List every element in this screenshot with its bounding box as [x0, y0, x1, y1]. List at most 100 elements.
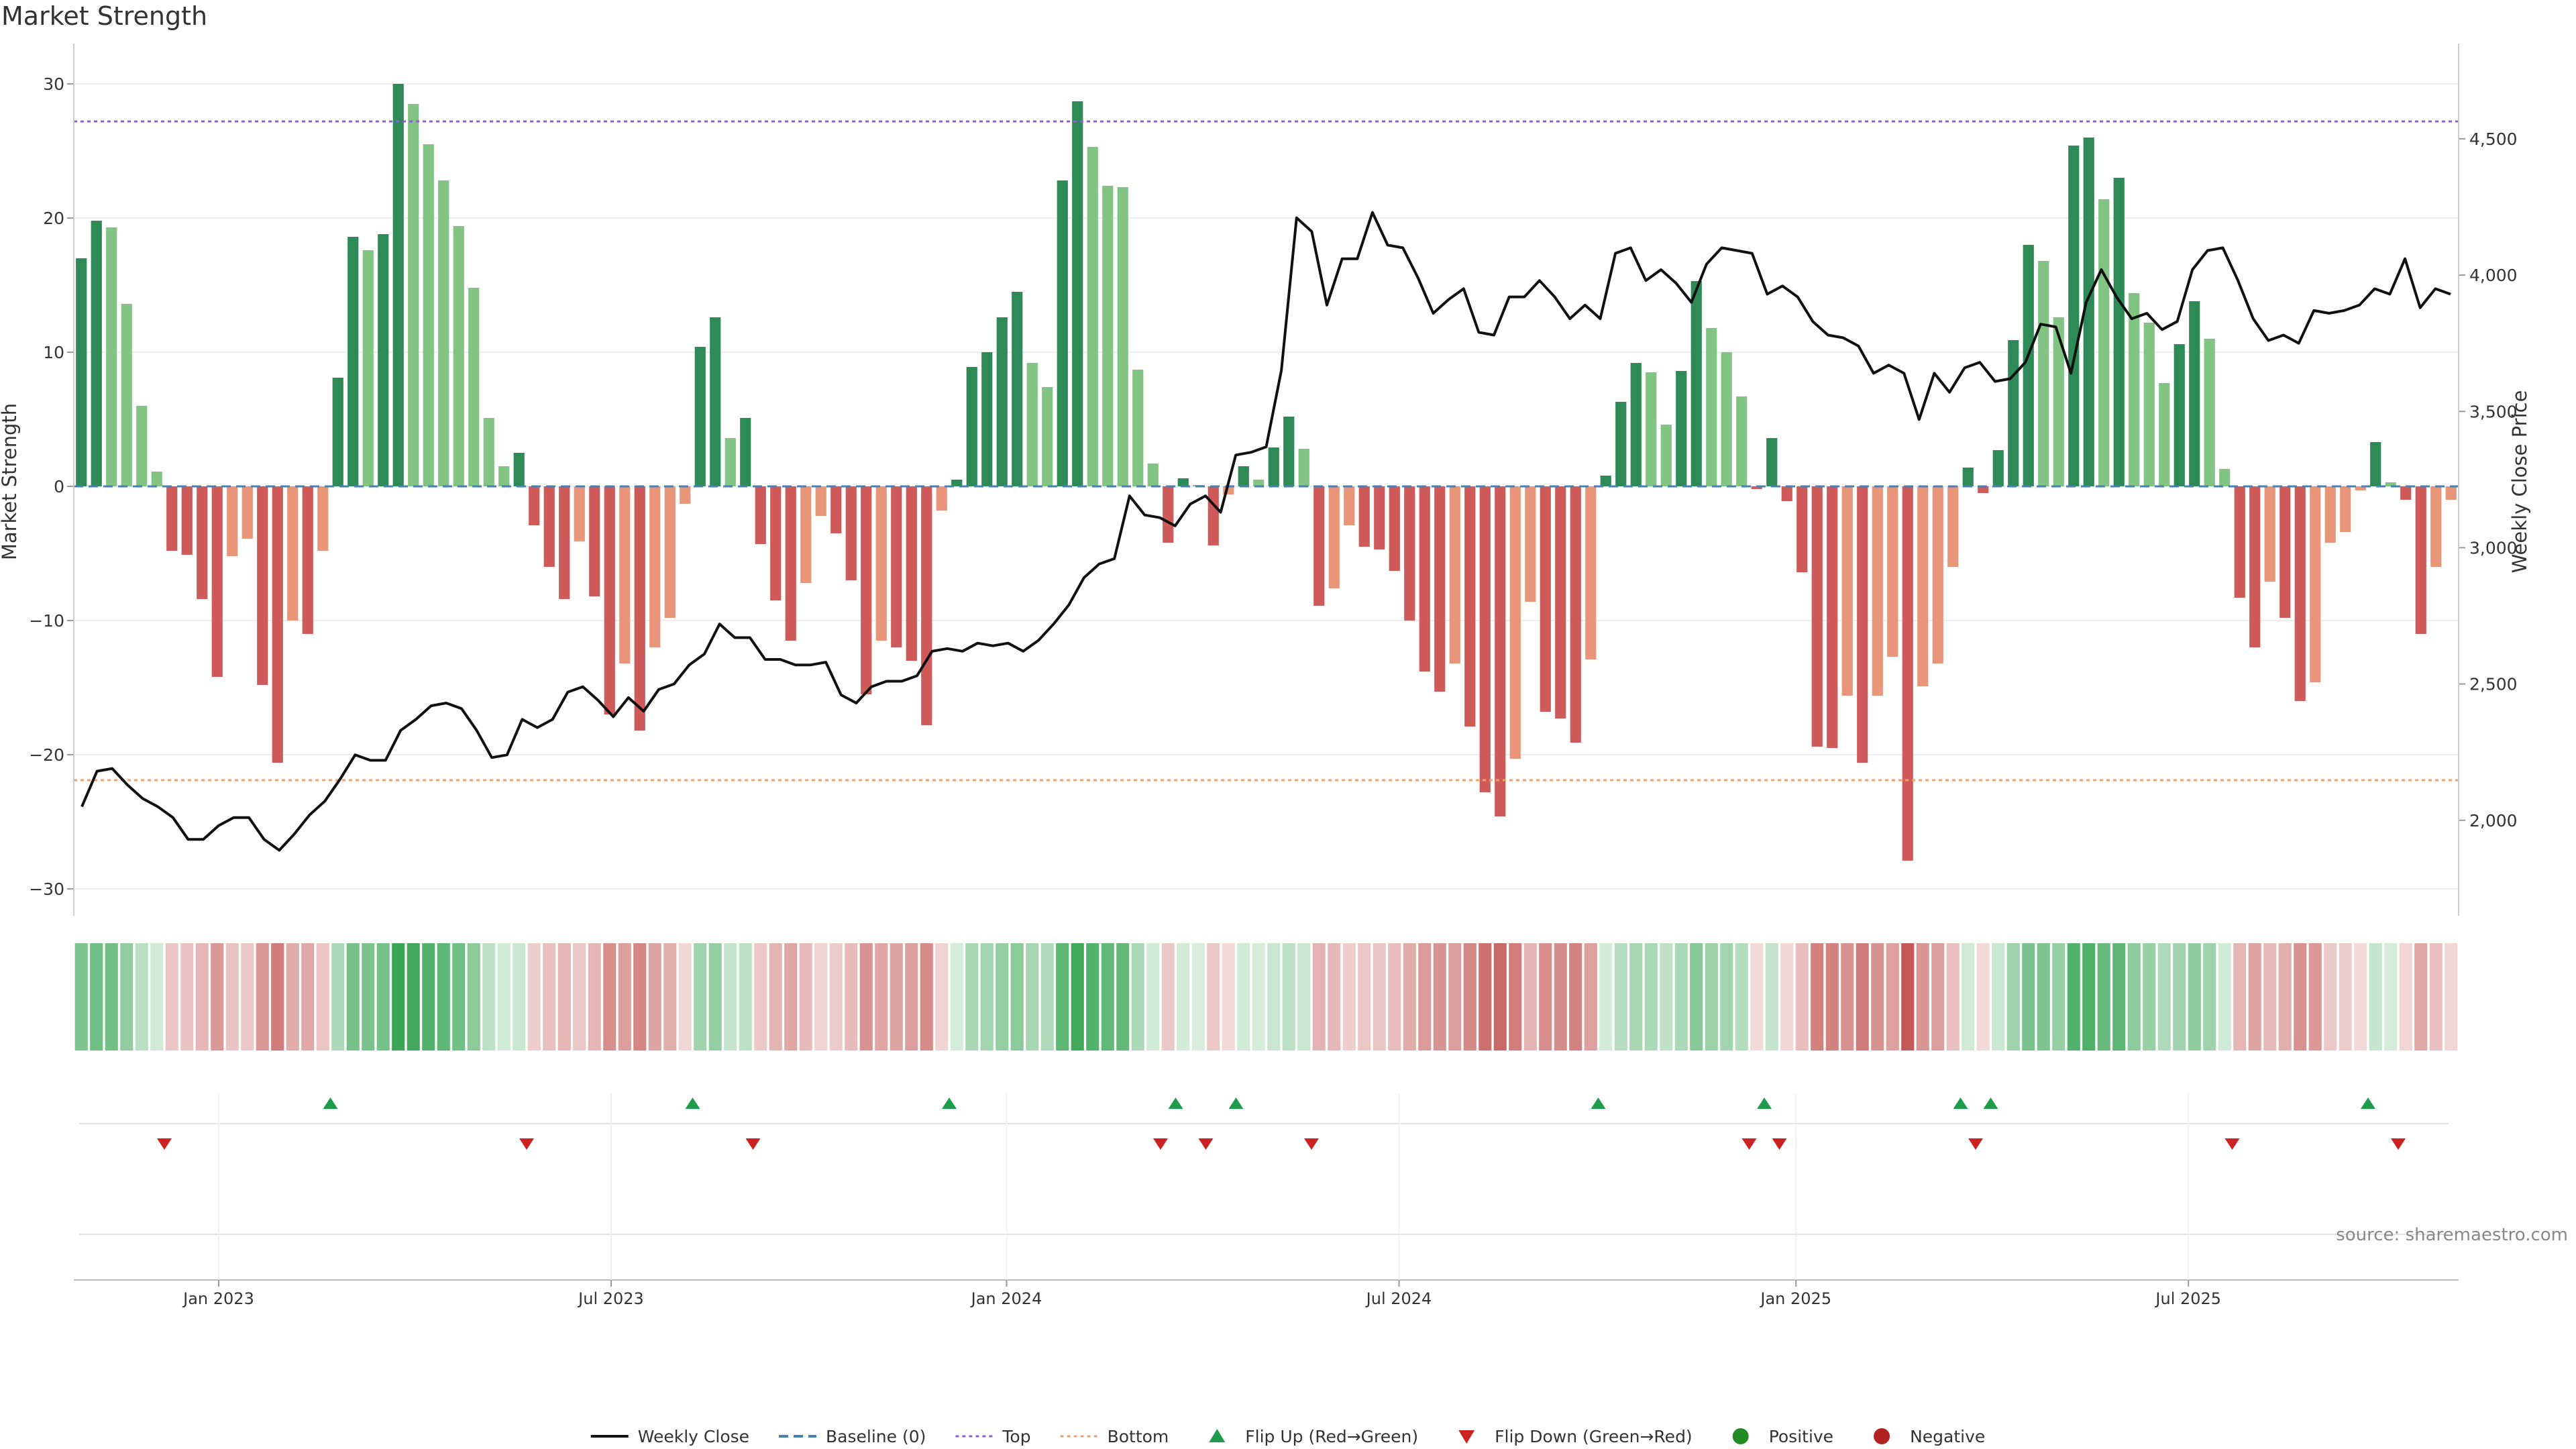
heatmap-cell	[2263, 943, 2277, 1051]
strength-bar	[227, 486, 238, 556]
heatmap-cell	[694, 943, 707, 1051]
strength-bar	[543, 486, 555, 567]
strength-bar	[1660, 425, 1672, 486]
heatmap-cell	[1705, 943, 1718, 1051]
strength-bar	[2415, 486, 2426, 634]
strength-bar	[1177, 478, 1189, 486]
heatmap-cell	[150, 943, 164, 1051]
heatmap-cell	[2006, 943, 2020, 1051]
strength-bar	[2204, 339, 2215, 486]
strength-bar	[2083, 138, 2094, 486]
y2-tick-label: 3,500	[2469, 402, 2518, 421]
heatmap-cell	[2067, 943, 2080, 1051]
heatmap-cell	[708, 943, 722, 1051]
x-axis: Jan 2023 Jul 2023 Jan 2024 Jul 2024 Jan 2025…	[182, 1280, 2221, 1308]
heatmap-cell	[195, 943, 209, 1051]
strength-bar	[1766, 438, 1778, 486]
strength-bar	[1555, 486, 1566, 718]
heatmap-cell	[859, 943, 873, 1051]
strength-bar	[1344, 486, 1355, 525]
heatmap-cell	[422, 943, 435, 1051]
strength-bar	[1902, 486, 1913, 861]
heatmap-cell	[211, 943, 224, 1051]
heatmap-cell	[1403, 943, 1416, 1051]
strength-bar	[1585, 486, 1597, 659]
heatmap-cell	[1297, 943, 1311, 1051]
strength-bar	[1706, 328, 1717, 486]
strength-bar	[1992, 450, 2004, 486]
strength-bar	[1495, 486, 1506, 816]
strength-bar	[347, 237, 359, 486]
strength-bar	[1268, 447, 1279, 486]
source-note: source: sharemaestro.com	[2336, 1225, 2568, 1245]
strength-bar	[1600, 476, 1611, 486]
y-tick-label: −30	[29, 879, 64, 899]
strength-bar	[1827, 486, 1838, 748]
strength-bar	[438, 180, 449, 486]
strength-bar	[529, 486, 540, 525]
strength-bar	[91, 221, 102, 486]
heatmap-cell	[1901, 943, 1915, 1051]
legend-item: Bottom	[1060, 1427, 1169, 1446]
strength-bar	[951, 480, 963, 486]
legend-symbol	[1458, 1430, 1475, 1444]
heatmap-cell	[1825, 943, 1839, 1051]
strength-bar	[1525, 486, 1536, 602]
strength-bar	[2294, 486, 2306, 701]
strength-bar	[921, 486, 932, 725]
heatmap-cell	[1886, 943, 1899, 1051]
strength-bar	[2068, 146, 2080, 486]
heatmap-cell	[527, 943, 541, 1051]
heatmap-cell	[1539, 943, 1552, 1051]
strength-bar	[2129, 293, 2140, 486]
strength-bar	[181, 486, 193, 555]
heatmap-cell	[1222, 943, 1235, 1051]
heatmap-cell	[1946, 943, 1960, 1051]
strength-bar	[287, 486, 299, 621]
strength-bar	[1072, 101, 1083, 486]
heatmap-cell	[392, 943, 405, 1051]
heatmap-cell	[2429, 943, 2443, 1051]
strength-bar	[2430, 486, 2442, 567]
strength-bar	[770, 486, 782, 600]
heatmap-cell	[1237, 943, 1250, 1051]
heatmap-cell	[286, 943, 299, 1051]
heatmap-cell	[890, 943, 903, 1051]
heatmap-cell	[1252, 943, 1265, 1051]
heatmap-cell	[1674, 943, 1688, 1051]
strength-bar	[2324, 486, 2336, 543]
heatmap-cell	[1690, 943, 1703, 1051]
strength-bar	[1796, 486, 1808, 572]
strength-bar	[272, 486, 283, 763]
legend-symbol	[1874, 1428, 1890, 1444]
legend-item: Weekly Close	[590, 1427, 749, 1446]
strength-bar	[1147, 464, 1159, 486]
flip-down-marker	[745, 1138, 761, 1150]
strength-bar	[1917, 486, 1929, 686]
heatmap-cell	[165, 943, 178, 1051]
heatmap-cell	[346, 943, 360, 1051]
heatmap-cell	[2294, 943, 2307, 1051]
strength-bar	[513, 453, 525, 486]
heatmap-cell	[1207, 943, 1220, 1051]
strength-bar	[1404, 486, 1415, 621]
strength-bar	[845, 486, 857, 580]
heatmap-cell	[1040, 943, 1054, 1051]
strength-bar	[1389, 486, 1400, 571]
strength-bar	[574, 486, 585, 541]
y-axis-title: Market Strength	[0, 403, 21, 560]
heatmap-cell	[1916, 943, 1929, 1051]
heatmap-cell	[452, 943, 466, 1051]
strength-bar	[2355, 486, 2366, 490]
heatmap-cell	[2052, 943, 2065, 1051]
strength-bar	[680, 486, 691, 504]
heatmap-cell	[407, 943, 420, 1051]
strength-bar	[559, 486, 570, 599]
heatmap-cell	[2384, 943, 2398, 1051]
heatmap-cell	[1358, 943, 1371, 1051]
legend-label: Negative	[1910, 1427, 1985, 1446]
heatmap-cell	[950, 943, 963, 1051]
heatmap-cell	[331, 943, 345, 1051]
heatmap-cell	[2369, 943, 2382, 1051]
